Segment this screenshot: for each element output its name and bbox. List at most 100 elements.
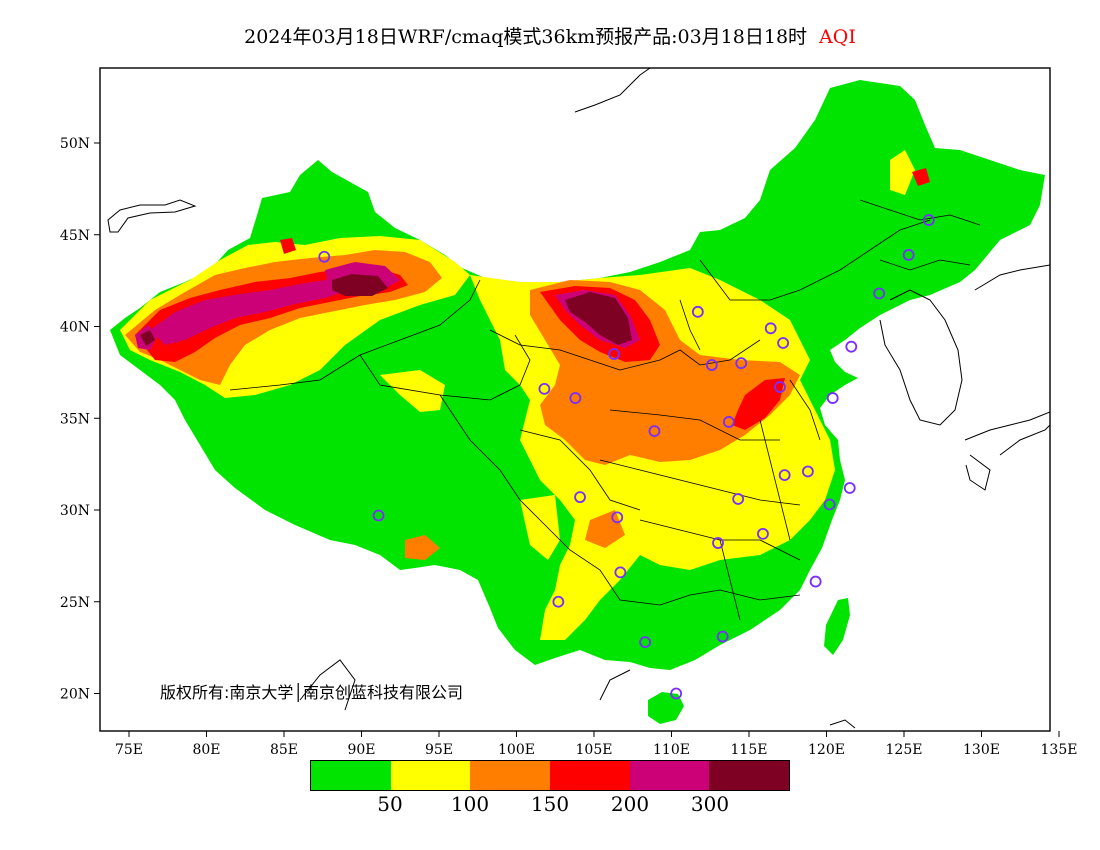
station-markers [318, 214, 935, 700]
aqi-region-maroon-ordos [565, 292, 632, 345]
station-marker [670, 687, 683, 700]
legend-label: 300 [690, 792, 730, 816]
coastline-japan-south [964, 411, 1050, 441]
aqi-region-red-henan [732, 378, 785, 430]
x-axis: 75E 80E 85E 90E 95E 100E 105E 110E 115E 120E 125E 1… [115, 731, 1077, 758]
station-marker [372, 509, 385, 522]
legend-swatch [550, 761, 630, 790]
station-marker [764, 322, 777, 335]
boundary-qinghai [359, 334, 531, 401]
legend-swatch [390, 761, 471, 790]
aqi-region-purple-xinjiang [150, 275, 350, 345]
station-marker [569, 392, 582, 404]
boundary-henan [609, 409, 780, 441]
x-tick-label: 105E [576, 742, 613, 758]
boundary-jilin [879, 259, 971, 271]
coastline-gulf-tonkin [829, 719, 856, 729]
aqi-legend [310, 760, 790, 791]
station-marker [873, 287, 886, 300]
aqi-region-red-hotspot-north [280, 238, 296, 254]
coastline-lake-balkhash [107, 199, 197, 233]
boundary-gansu [489, 329, 621, 371]
x-tick-label: 80E [192, 742, 220, 758]
station-marker [712, 537, 724, 549]
aqi-legend-labels: 50 100 150 200 300 [310, 792, 790, 822]
boundary-yunnan [539, 519, 621, 601]
boundary-heilongjiang [859, 199, 981, 226]
legend-label: 100 [450, 792, 490, 816]
map-frame [99, 67, 1051, 732]
x-tick-label: 115E [731, 742, 768, 758]
x-tick-label: 90E [347, 742, 375, 758]
aqi-region-orange-sichuan [585, 510, 625, 548]
aqi-level-maroon [140, 274, 632, 346]
station-marker [574, 491, 586, 504]
coastline-indochina-north [299, 659, 356, 711]
station-marker [716, 630, 729, 643]
boundary-tibet [439, 394, 541, 521]
station-marker [611, 511, 624, 524]
aqi-region-maroon-west [140, 330, 155, 346]
legend-swatch [709, 761, 790, 790]
station-marker [802, 465, 814, 478]
boundary-anhui-jiangsu [759, 419, 791, 541]
y-tick-label: 20N [60, 687, 90, 703]
station-marker [809, 575, 822, 588]
station-marker [843, 482, 856, 494]
x-tick-label: 130E [963, 742, 1000, 758]
province-boundaries [229, 199, 981, 621]
station-marker [722, 416, 735, 428]
station-marker [922, 214, 935, 226]
boundary-shaanxi-shanxi [619, 339, 761, 371]
station-marker [614, 566, 627, 579]
station-marker [777, 337, 789, 349]
station-marker [774, 381, 786, 393]
legend-swatch [470, 761, 551, 790]
boundary-shandong [789, 379, 821, 441]
station-marker [778, 469, 791, 482]
station-marker [691, 305, 704, 318]
foreign-coastlines [107, 68, 1050, 729]
legend-label: 150 [530, 792, 570, 816]
y-tick-label: 35N [60, 411, 90, 427]
map-area [107, 68, 1050, 729]
station-marker [735, 357, 748, 370]
y-tick-label: 45N [60, 228, 90, 244]
station-marker [552, 595, 565, 608]
station-marker [648, 425, 661, 437]
x-tick-label: 85E [270, 742, 298, 758]
station-marker [732, 493, 745, 505]
boundary-hebei [679, 299, 701, 351]
legend-label: 50 [377, 792, 403, 816]
x-tick-label: 95E [425, 742, 453, 758]
station-marker [538, 382, 551, 395]
station-marker [845, 340, 858, 353]
aqi-region-yellow-southwest [520, 495, 560, 560]
station-marker [902, 249, 915, 261]
coastline-sakhalin [574, 68, 651, 113]
x-tick-label: 75E [115, 742, 143, 758]
y-tick-label: 50N [60, 136, 90, 152]
aqi-region-hainan [648, 692, 684, 724]
aqi-region-maroon-taklimakan [332, 274, 388, 296]
station-marker [823, 498, 836, 511]
boundary-hubei [599, 459, 801, 506]
legend-swatch [629, 761, 710, 790]
y-tick-label: 25N [60, 595, 90, 611]
aqi-region-yellow-northeast [890, 150, 915, 195]
station-marker [757, 527, 769, 540]
title-text: 2024年03月18日WRF/cmaq模式36km预报产品:03月18日18时 [244, 26, 808, 48]
legend-label: 200 [610, 792, 650, 816]
coastline-japan-kyushu [965, 454, 991, 491]
station-marker [826, 392, 839, 404]
station-marker [639, 636, 652, 649]
coastline-japan-west [974, 264, 1050, 291]
coastline-indochina-east [599, 669, 631, 701]
legend-swatch [311, 761, 391, 790]
x-tick-label: 110E [653, 742, 690, 758]
boundary-jiangxi-fujian [719, 539, 741, 621]
aqi-region-orange-tibet [405, 535, 440, 560]
y-axis: 50N 45N 40N 35N 30N 25N 20N [60, 136, 100, 703]
title-variable: AQI [819, 26, 856, 48]
